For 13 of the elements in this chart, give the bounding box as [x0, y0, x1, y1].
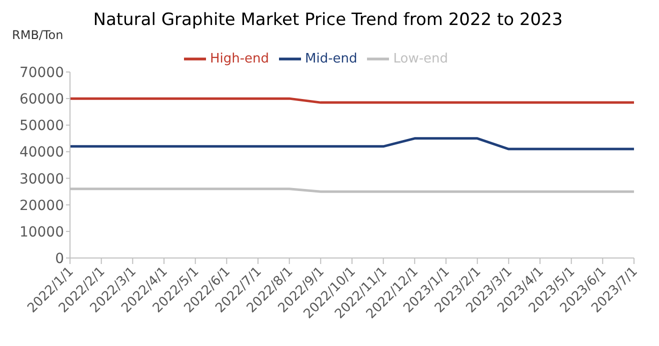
y-tick-label: 40000 — [19, 144, 64, 161]
legend-label: Low-end — [393, 52, 448, 67]
y-tick-label: 10000 — [19, 224, 64, 240]
y-axis-title: RMB/Ton — [12, 28, 64, 42]
y-tick-label: 70000 — [19, 64, 64, 81]
y-tick-label: 30000 — [19, 171, 64, 188]
legend-label: Mid-end — [305, 52, 358, 67]
y-tick-label: 20000 — [19, 198, 64, 214]
y-tick-label: 50000 — [19, 118, 64, 134]
y-tick-label: 60000 — [19, 92, 64, 108]
legend-label: High-end — [210, 52, 269, 67]
y-tick-label: 0 — [55, 250, 64, 267]
chart-title: Natural Graphite Market Price Trend from 2022 to 2023 — [93, 10, 563, 30]
